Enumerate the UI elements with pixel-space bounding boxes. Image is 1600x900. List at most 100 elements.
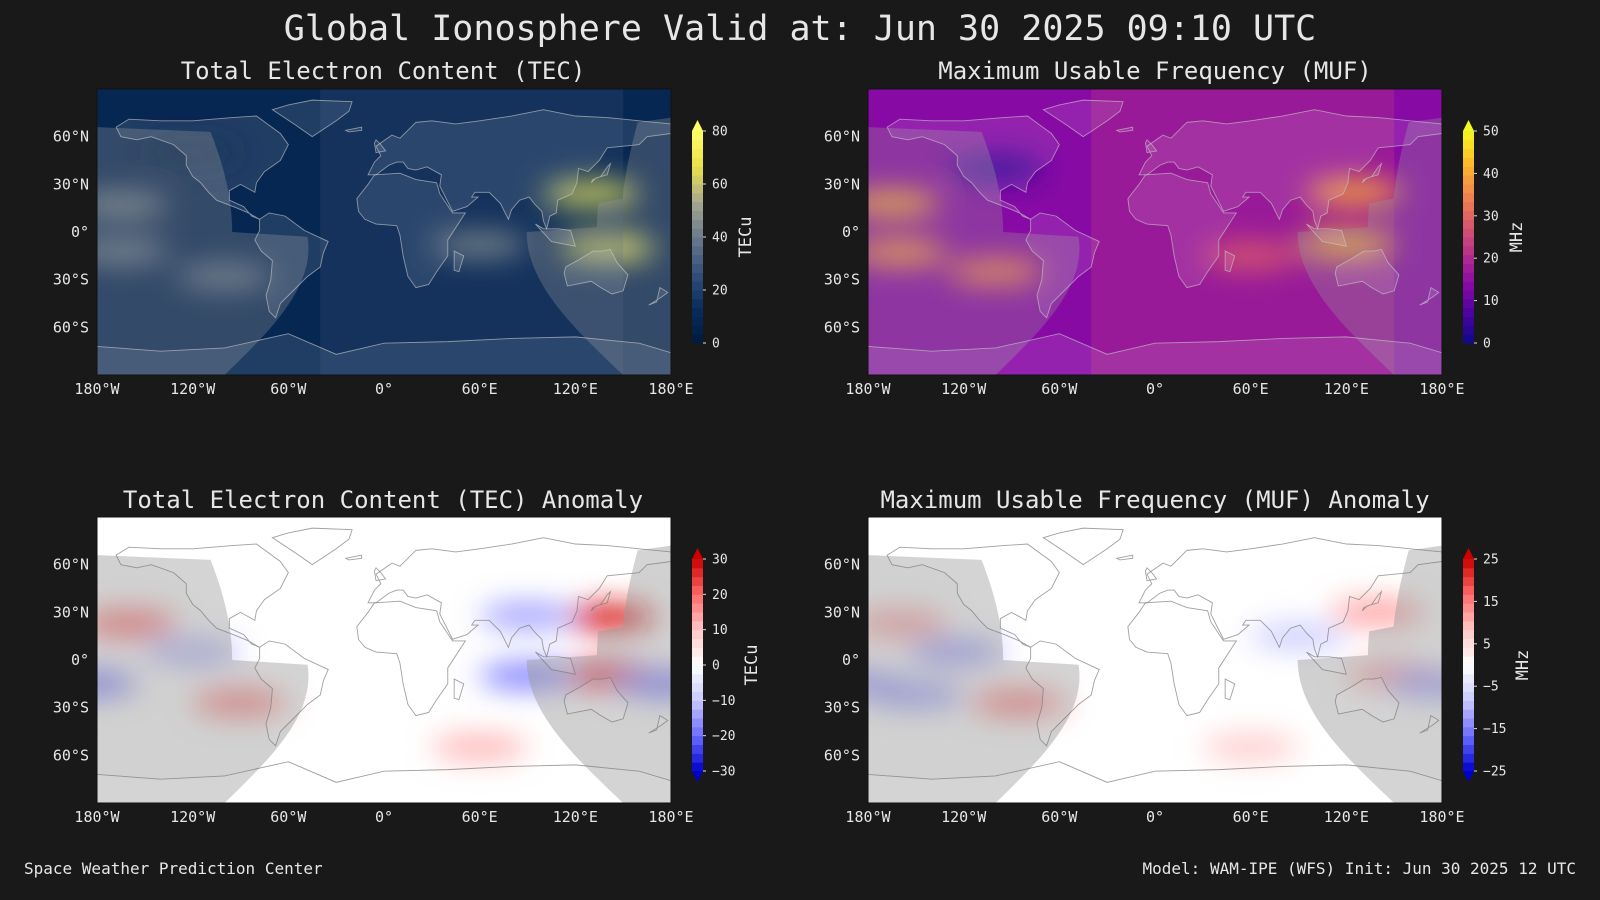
y-tick-label: 30°N [824,603,860,621]
colorbar-segment [1463,594,1474,604]
y-tick-label: 60°N [53,128,89,146]
map-background [97,89,671,375]
colorbar-tick-label: −10 [712,694,735,709]
continent-outline [868,761,1442,803]
field-feature [1386,670,1442,697]
x-tick-label: 60°E [1233,808,1269,826]
night-shade [526,517,671,803]
continent-outline [115,543,289,648]
continent-outline [1224,678,1236,701]
continent-outline [1127,600,1238,717]
colorbar-segment [692,718,703,728]
colorbar-segment [692,682,703,692]
continent-outline [1144,567,1158,582]
night-shade [526,89,671,375]
x-tick-label: 120°W [941,380,987,398]
field-feature-wrap [97,671,138,697]
colorbar-segment [1463,281,1474,291]
continent-outline [373,139,387,154]
continent-outline [453,250,465,273]
x-tick-label: 120°E [1324,380,1369,398]
y-tick-label: 60°S [824,318,860,336]
colorbar-tick-label: −15 [1483,722,1506,737]
continent-outline [535,223,576,247]
colorbar-segment [692,700,703,710]
colorbar-segment [1463,228,1474,238]
colorbar-segment [692,148,703,158]
field-feature [97,191,169,218]
colorbar-tick-label: 30 [1483,209,1499,224]
colorbar-tick-label: 30 [712,553,728,568]
colorbar-segment [692,254,703,264]
colorbar-segment [1463,567,1474,578]
colorbar-segment [1463,726,1474,737]
field-feature [479,602,576,629]
y-tick-label: 30°S [824,699,860,717]
colorbar-segment [1463,263,1474,273]
map-area [868,517,1442,803]
x-tick-label: 120°W [170,808,216,826]
colorbar-extend-min [692,771,703,782]
y-tick-label: 60°S [53,746,89,764]
colorbar-segment [692,237,703,247]
colorbar-segment [1463,682,1474,692]
colorbar-segment [692,594,703,604]
colorbar-segment [692,620,703,631]
colorbar-tick-label: 40 [712,231,728,246]
colorbar-tick-label: 60 [712,178,728,193]
colorbar-segment [692,307,703,317]
colorbar-extend-max [1463,548,1474,559]
colorbar-segment [1463,762,1474,772]
colorbar-segment [1463,334,1474,344]
y-tick-label: 30°N [53,603,89,621]
colorbar-segment [692,762,703,772]
x-tick-label: 120°E [553,808,598,826]
map-frame [96,88,672,376]
colorbar-segment [1463,638,1474,648]
continent-outline [563,676,629,723]
y-tick-label: 30°N [53,175,89,193]
x-tick-label: 120°W [941,808,987,826]
y-tick-label: 60°S [53,318,89,336]
continent-outline [1334,248,1400,295]
colorbar-segment [1463,166,1474,176]
panel-title: Maximum Usable Frequency (MUF) Anomaly [880,486,1429,514]
colorbar-segment [692,559,703,569]
colorbar-segment [1463,718,1474,728]
colorbar-segment [1463,325,1474,335]
coastlines [868,99,1442,375]
night-shade [868,517,1080,803]
continent-outline [97,761,671,803]
map-frame [96,516,672,804]
colorbar-segment [1463,307,1474,317]
y-tick-label: 30°S [824,271,860,289]
field-blobs [97,139,656,290]
continent-outline [254,640,329,747]
colorbar-segment [1463,210,1474,220]
colorbar-segment [1463,612,1474,622]
continent-outline [367,537,671,659]
x-tick-label: 60°W [270,808,307,826]
x-tick-label: 120°W [170,380,216,398]
colorbar-segment [692,139,703,150]
night-shade [1297,89,1442,375]
footer-right: Model: WAM-IPE (WFS) Init: Jun 30 2025 1… [1143,859,1576,878]
colorbar-segment [1463,647,1474,657]
colorbar-segment [692,219,703,229]
colorbar-segment [692,263,703,273]
colorbar-segment [1463,131,1474,141]
x-tick-label: 120°E [553,380,598,398]
field-feature [868,239,948,266]
colorbar-segment [1463,576,1474,586]
field-feature [559,234,656,261]
colorbar-segment [692,753,703,763]
y-tick-label: 30°S [53,699,89,717]
colorbar-extend-max [692,548,703,559]
colorbar-tick-label: 25 [1483,553,1499,568]
colorbar-segment [1463,192,1474,203]
x-tick-label: 0° [1146,380,1164,398]
field-feature [1202,734,1299,761]
colorbar-segment [1463,157,1474,167]
continent-outline [344,126,363,133]
y-tick-label: 30°N [824,175,860,193]
